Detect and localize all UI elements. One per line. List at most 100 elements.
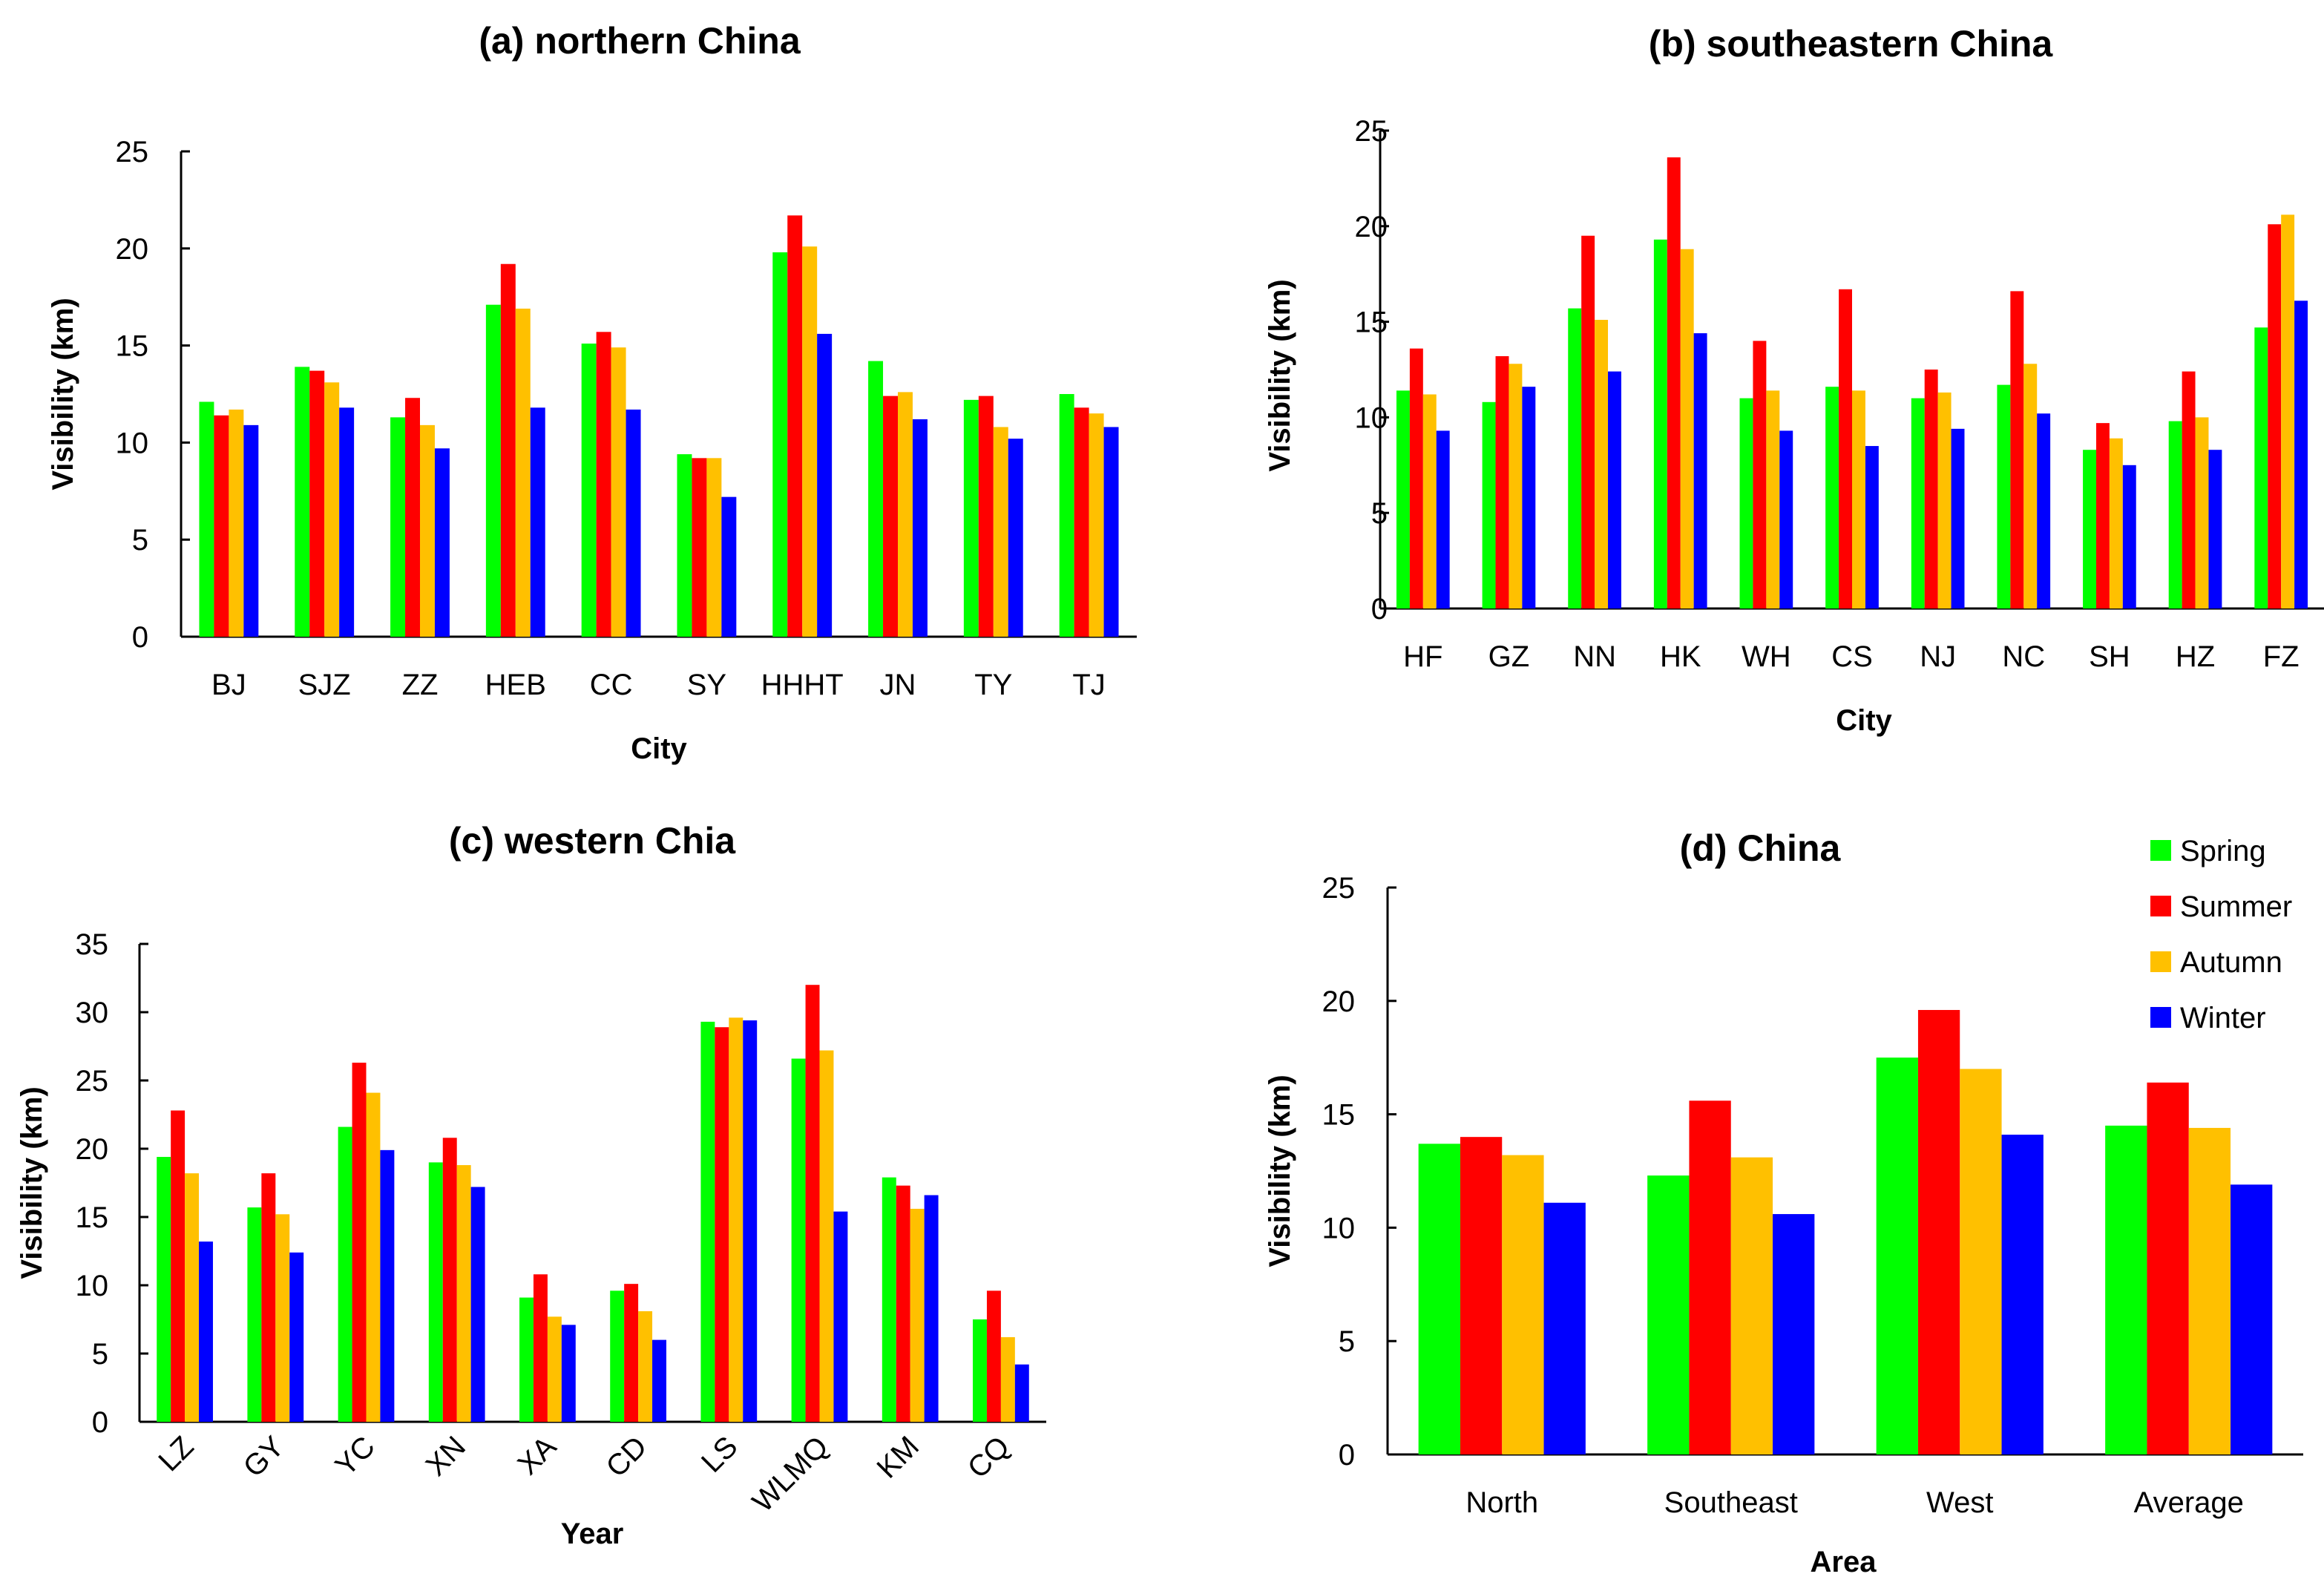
bar-winter-wh — [1779, 430, 1793, 608]
bar-spring-hk — [1653, 239, 1667, 608]
bar-autumn-north — [1502, 1155, 1544, 1454]
bar-winter-tj — [1103, 427, 1119, 637]
bar-autumn-cd — [638, 1310, 653, 1422]
y-tick-label: 15 — [76, 1201, 109, 1234]
bar-autumn-gy — [275, 1214, 290, 1422]
bar-spring-cs — [1825, 387, 1839, 608]
bar-spring-yc — [338, 1126, 352, 1422]
bar-spring-wlmq — [791, 1058, 806, 1422]
bar-winter-north — [1543, 1202, 1586, 1454]
bar-spring-ls — [700, 1021, 715, 1422]
bar-summer-nn — [1581, 235, 1595, 608]
x-category-label: NN — [1573, 640, 1616, 673]
bar-spring-heb — [485, 304, 501, 637]
y-axis-title: Visibility (km) — [1264, 1075, 1296, 1267]
bar-winter-heb — [530, 407, 545, 637]
bar-winter-zz — [434, 448, 450, 637]
bar-autumn-hf — [1422, 394, 1437, 608]
bar-summer-wh — [1753, 341, 1767, 608]
bar-summer-cc — [596, 332, 611, 637]
y-tick-label: 10 — [1322, 1212, 1356, 1244]
legend-swatch-autumn — [2150, 951, 2171, 972]
bar-winter-west — [2001, 1135, 2044, 1454]
y-tick-label: 10 — [1355, 401, 1388, 434]
bar-autumn-lz — [185, 1173, 200, 1422]
bar-winter-lz — [199, 1241, 213, 1422]
bar-winter-gz — [1522, 387, 1536, 608]
legend: Spring Summer Autumn Winter — [2150, 835, 2292, 1034]
bar-autumn-hk — [1680, 249, 1694, 608]
bar-spring-fz — [2254, 327, 2268, 608]
y-tick-label: 20 — [76, 1133, 109, 1166]
x-category-label: JN — [880, 669, 916, 701]
bar-spring-hz — [2168, 421, 2182, 608]
x-category-label: North — [1465, 1486, 1538, 1519]
bar-summer-cs — [1839, 289, 1852, 608]
legend-swatch-spring — [2150, 840, 2171, 861]
bar-winter-yc — [380, 1149, 395, 1422]
bar-spring-jn — [868, 361, 884, 637]
bar-spring-sy — [677, 454, 692, 637]
bar-winter-xa — [561, 1325, 576, 1422]
y-tick-label: 10 — [76, 1270, 109, 1302]
bar-autumn-bj — [229, 409, 244, 637]
y-tick-label: 10 — [116, 427, 149, 459]
bar-autumn-xn — [456, 1165, 471, 1422]
x-axis-title: Area — [1811, 1546, 1877, 1578]
bar-spring-southeast — [1647, 1175, 1690, 1454]
chart-title: (d) China — [1680, 827, 1842, 869]
legend-swatch-winter — [2150, 1007, 2171, 1028]
bar-summer-hz — [2182, 371, 2196, 608]
bar-spring-ty — [963, 399, 979, 637]
legend-label-spring: Spring — [2180, 835, 2266, 867]
x-axis-title: City — [631, 732, 687, 765]
x-category-label: WLMQ — [746, 1430, 835, 1518]
y-axis-title: Visibility (km) — [16, 1086, 48, 1279]
panel-a-northern-china: (a) northern China 0 5 10 15 20 25 BJ SJZ ZZ HEB CC… — [47, 20, 1137, 765]
bar-winter-nc — [2037, 413, 2051, 608]
panel-d-china: (d) China 0 5 10 15 20 25 North Southeast West Ave… — [1264, 827, 2303, 1578]
bar-summer-hhht — [787, 215, 803, 637]
y-tick-label: 30 — [76, 997, 109, 1029]
y-axis-title: Visibility (km) — [47, 298, 79, 490]
bar-spring-hhht — [772, 252, 788, 637]
bar-summer-nj — [1924, 370, 1938, 608]
x-category-label: GZ — [1488, 640, 1530, 673]
bar-winter-cd — [652, 1339, 666, 1422]
bar-summer-cd — [624, 1284, 639, 1422]
bar-summer-lz — [171, 1110, 186, 1422]
y-tick-label: 5 — [132, 524, 148, 557]
bar-summer-ty — [978, 396, 994, 637]
x-category-label: ZZ — [402, 669, 439, 701]
bar-spring-km — [882, 1177, 896, 1422]
bar-autumn-wlmq — [819, 1050, 834, 1422]
bar-autumn-nj — [1937, 392, 1952, 608]
bar-winter-nn — [1608, 371, 1621, 608]
bar-summer-hk — [1667, 157, 1681, 609]
x-category-label: CS — [1831, 640, 1873, 673]
bar-winter-gy — [289, 1252, 304, 1422]
bar-autumn-ls — [729, 1017, 744, 1422]
bar-spring-gz — [1482, 401, 1496, 608]
bar-summer-sjz — [309, 370, 325, 637]
bar-autumn-southeast — [1730, 1157, 1773, 1454]
bar-summer-heb — [500, 263, 516, 637]
bar-autumn-heb — [515, 308, 531, 637]
x-axis-title: City — [1836, 704, 1892, 737]
x-category-label: SJZ — [298, 669, 351, 701]
bar-winter-cc — [626, 409, 641, 637]
x-category-label: SY — [687, 669, 726, 701]
bar-autumn-nn — [1595, 320, 1609, 608]
bar-winter-ty — [1008, 439, 1023, 637]
x-category-label: NC — [2002, 640, 2045, 673]
bar-spring-wh — [1739, 398, 1753, 608]
bar-summer-gy — [261, 1173, 276, 1422]
bar-winter-hf — [1436, 430, 1450, 608]
bar-winter-cs — [1865, 446, 1879, 608]
y-tick-label: 25 — [1355, 115, 1388, 148]
bar-winter-wlmq — [833, 1211, 848, 1422]
bar-spring-lz — [157, 1157, 171, 1422]
bar-winter-bj — [243, 424, 259, 637]
bar-spring-zz — [390, 417, 406, 637]
